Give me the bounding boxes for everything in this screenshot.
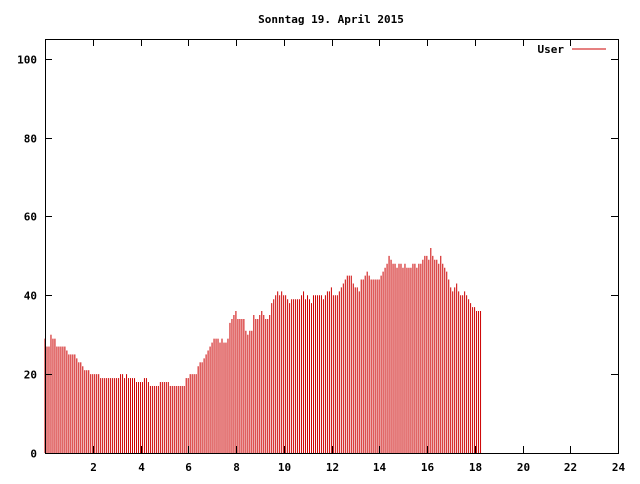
bars-layer (44, 247, 482, 453)
chart-title: Sonntag 19. April 2015 (258, 13, 404, 26)
x-tick-label-8: 18 (469, 461, 482, 474)
x-tick-label-2: 6 (185, 461, 192, 474)
x-tick-label-6: 14 (373, 461, 387, 474)
legend-label-user: User (538, 43, 565, 56)
x-tick-label-11: 24 (612, 461, 626, 474)
legend: User (538, 43, 606, 56)
plot-frame (45, 39, 619, 454)
x-tick-label-0: 2 (90, 461, 97, 474)
y-tick-label-3: 60 (24, 211, 37, 224)
x-tick-label-1: 4 (138, 461, 145, 474)
y-tick-label-5: 100 (17, 54, 37, 67)
y-tick-label-1: 20 (24, 369, 37, 382)
x-tick-label-5: 12 (326, 461, 339, 474)
x-tick-label-9: 20 (517, 461, 530, 474)
x-tick-label-4: 10 (278, 461, 291, 474)
x-tick-label-3: 8 (233, 461, 240, 474)
y-tick-label-4: 80 (24, 133, 37, 146)
x-tick-label-7: 16 (421, 461, 435, 474)
x-tick-label-10: 22 (564, 461, 577, 474)
y-tick-label-0: 0 (30, 448, 37, 461)
y-tick-label-2: 40 (24, 290, 37, 303)
